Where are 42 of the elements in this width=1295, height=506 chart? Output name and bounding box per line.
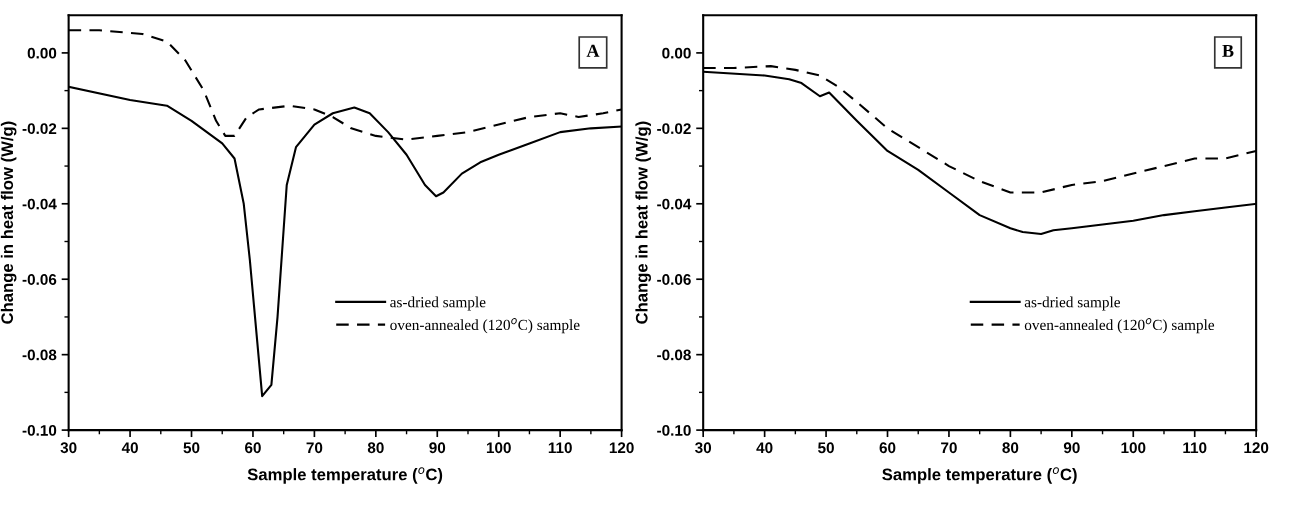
y-tick-label: 0.00 <box>27 47 57 59</box>
y-tick-label: -0.10 <box>657 424 691 436</box>
x-tick-label: 100 <box>486 442 511 454</box>
x-tick-label: 110 <box>1183 442 1207 454</box>
legend-label: oven-annealed (120$^{o}$C) sample <box>1024 318 1215 334</box>
legend-label: oven-annealed (120$^{o}$C) sample <box>390 318 580 334</box>
x-tick-label: 50 <box>183 442 200 454</box>
y-tick-label: -0.02 <box>22 123 57 135</box>
legend-label: as-dried sample <box>390 296 486 311</box>
y-tick-label: -0.04 <box>657 198 692 210</box>
y-axis-title: Change in heat flow (W/g) <box>635 121 651 324</box>
y-tick-label: -0.08 <box>657 349 691 361</box>
x-tick-label: 60 <box>879 442 896 454</box>
x-axis-title: Sample temperature ($^{o}$C) <box>247 467 443 484</box>
x-tick-label: 30 <box>60 442 77 454</box>
y-tick-label: 0.00 <box>662 47 691 59</box>
x-tick-label: 90 <box>429 442 446 454</box>
y-tick-label: -0.06 <box>657 274 691 285</box>
x-tick-label: 120 <box>609 442 634 454</box>
x-tick-label: 80 <box>367 442 384 454</box>
x-tick-label: 30 <box>695 442 712 454</box>
x-tick-label: 120 <box>1244 442 1269 454</box>
annotation: B <box>1222 44 1234 57</box>
y-tick-label: -0.10 <box>22 424 57 436</box>
y-tick-label: -0.02 <box>657 123 691 135</box>
x-tick-label: 90 <box>1063 442 1080 454</box>
y-axis-title: Change in heat flow (W/g) <box>0 121 17 324</box>
x-tick-label: 100 <box>1121 442 1146 454</box>
x-tick-label: 50 <box>818 442 834 454</box>
x-tick-label: 40 <box>121 442 138 454</box>
y-tick-label: -0.08 <box>22 349 57 361</box>
x-tick-label: 40 <box>756 442 773 454</box>
annotation: A <box>586 44 600 57</box>
legend-label: as-dried sample <box>1024 296 1121 311</box>
y-tick-label: -0.04 <box>22 198 57 210</box>
x-tick-label: 80 <box>1002 442 1019 454</box>
x-tick-label: 60 <box>245 442 261 454</box>
x-tick-label: 70 <box>941 442 957 454</box>
y-tick-label: -0.06 <box>22 274 57 285</box>
x-tick-label: 70 <box>306 442 323 454</box>
x-axis-title: Sample temperature ($^{o}$C) <box>882 467 1077 484</box>
x-tick-label: 110 <box>548 442 572 454</box>
